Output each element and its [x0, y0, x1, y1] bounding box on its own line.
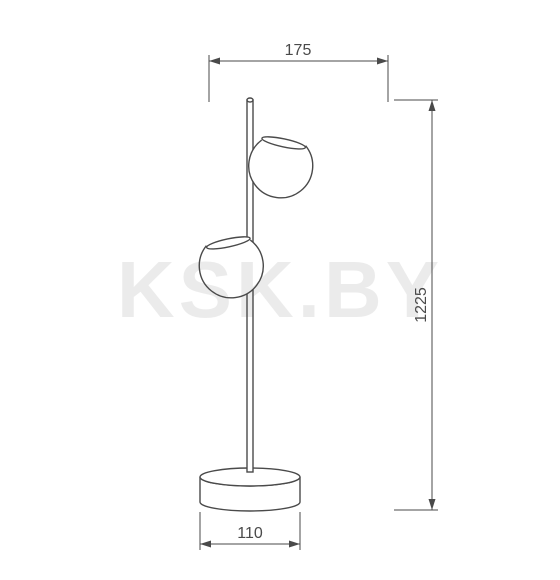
dim-bottom-value: 110: [237, 525, 263, 542]
dimension-bottom: 110: [200, 512, 300, 550]
dimension-right: 1225: [394, 100, 438, 510]
lamp-globe-lower: [199, 234, 263, 297]
arrowhead-icon: [429, 100, 436, 111]
arrowhead-icon: [289, 541, 300, 548]
arrowhead-icon: [377, 58, 388, 65]
technical-drawing: 175 1225 110: [0, 0, 560, 580]
dim-right-value: 1225: [413, 287, 430, 323]
dimension-top: 175: [209, 42, 388, 102]
pole-cap: [247, 98, 253, 102]
dim-top-value: 175: [285, 42, 312, 59]
arrowhead-icon: [209, 58, 220, 65]
lamp-base: [200, 468, 300, 511]
arrowhead-icon: [429, 499, 436, 510]
lamp-globe-upper: [249, 134, 313, 197]
arrowhead-icon: [200, 541, 211, 548]
